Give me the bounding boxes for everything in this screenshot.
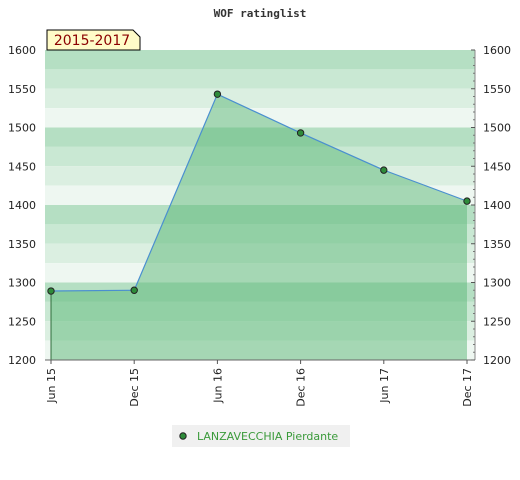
points-layer — [47, 90, 471, 295]
background-band — [45, 69, 475, 89]
x-tick-label: Jun 17 — [378, 368, 391, 404]
y-tick-label-right: 1500 — [483, 122, 511, 135]
y-tick-label-left: 1400 — [8, 199, 36, 212]
y-tick-label-right: 1550 — [483, 83, 511, 96]
period-box: 2015-2017 — [46, 29, 141, 51]
chart-title: WOF ratinglist — [214, 7, 307, 20]
data-point — [463, 197, 471, 205]
y-tick-label-left: 1350 — [8, 238, 36, 251]
y-tick-label-left: 1250 — [8, 315, 36, 328]
background-band — [45, 50, 475, 70]
x-tick-label: Dec 15 — [128, 368, 141, 407]
y-tick-label-right: 1300 — [483, 277, 511, 290]
y-tick-label-left: 1500 — [8, 122, 36, 135]
y-tick-label-left: 1300 — [8, 277, 36, 290]
data-point — [47, 287, 55, 295]
x-axis: Jun 15 Dec 15 Jun 16 Dec 16 Jun 17 Dec 17 — [45, 360, 474, 407]
background-band — [45, 88, 475, 109]
data-point — [296, 129, 305, 137]
y-axis-right: 1200 1250 1300 1350 1400 1450 1500 1550 1600 — [471, 44, 511, 367]
y-tick-label-right: 1600 — [483, 44, 511, 57]
data-point — [380, 166, 388, 174]
period-label: 2015-2017 — [54, 33, 130, 49]
data-point — [213, 90, 222, 98]
data-point — [130, 286, 138, 294]
y-tick-label-right: 1350 — [483, 238, 511, 251]
legend-label: LANZAVECCHIA Pierdante — [197, 430, 338, 443]
y-tick-label-left: 1550 — [8, 83, 36, 96]
y-tick-label-right: 1200 — [483, 354, 511, 367]
x-tick-label: Dec 16 — [295, 368, 308, 407]
x-tick-label: Jun 15 — [45, 368, 58, 404]
y-tick-label-right: 1400 — [483, 199, 511, 212]
legend-box — [172, 425, 350, 447]
x-tick-label: Jun 16 — [211, 368, 224, 404]
area-layer — [51, 94, 467, 361]
y-tick-label-left: 1450 — [8, 160, 36, 173]
y-tick-label-right: 1450 — [483, 160, 511, 173]
y-axis-left: 1200 1250 1300 1350 1400 1450 1500 1550 1600 — [8, 44, 36, 367]
line-layer — [50, 93, 468, 360]
legend[interactable]: LANZAVECCHIA Pierdante — [172, 425, 350, 447]
period-box-shape — [46, 29, 141, 51]
series-line — [50, 93, 468, 292]
y-tick-label-right: 1250 — [483, 315, 511, 328]
x-tick-label: Dec 17 — [461, 368, 474, 407]
y-tick-label-left: 1200 — [8, 354, 36, 367]
legend-marker-icon — [179, 432, 187, 440]
y-tick-label-left: 1600 — [8, 44, 36, 57]
series-area — [51, 94, 467, 361]
